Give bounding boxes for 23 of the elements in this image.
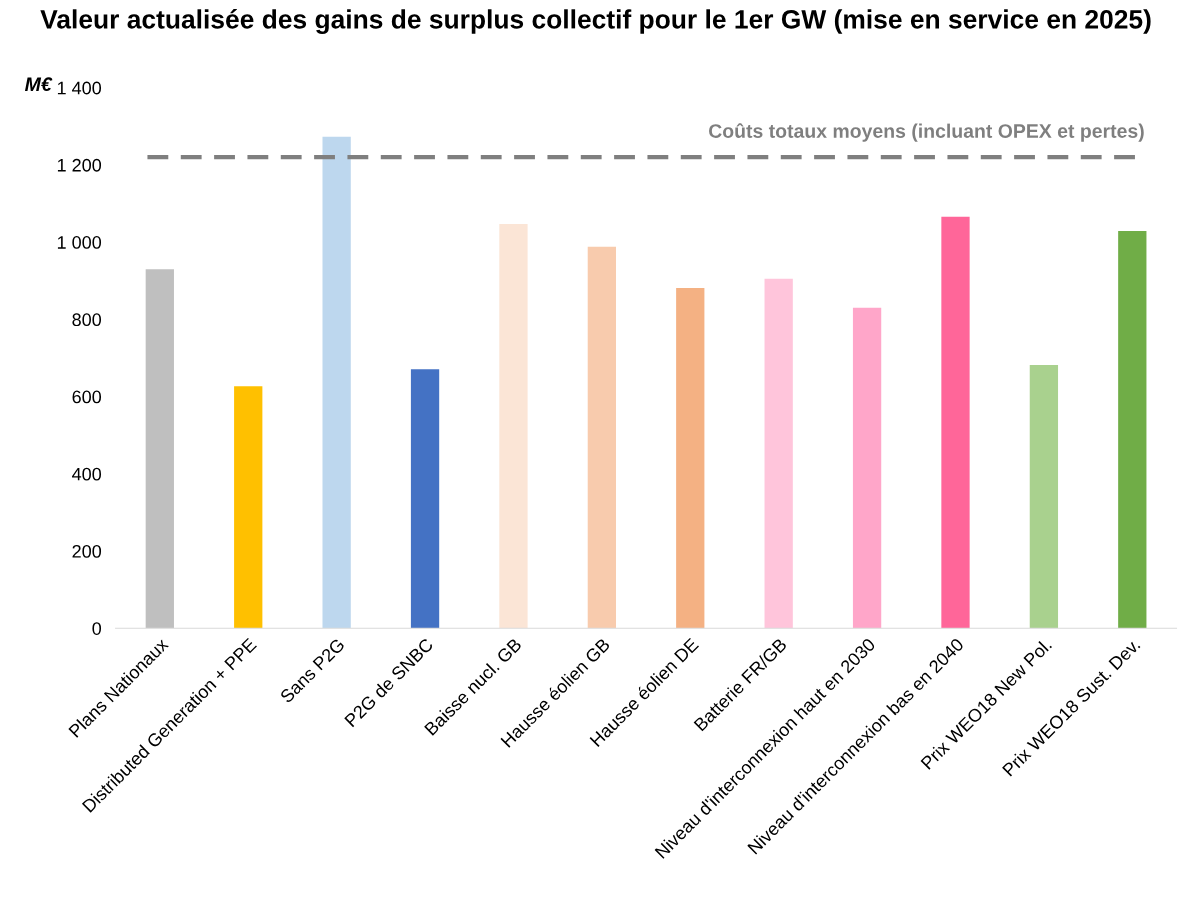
bar — [587, 246, 617, 629]
y-tick-label: 400 — [72, 467, 102, 481]
y-axis-title: M€ — [24, 77, 53, 92]
y-tick-label: 800 — [72, 313, 102, 327]
bar — [1029, 364, 1059, 629]
y-tick-label: 0 — [92, 622, 102, 635]
bar — [764, 278, 793, 629]
bar — [234, 386, 263, 629]
bar — [1118, 230, 1147, 629]
ref-line-label: Coûts totaux moyens (incluant OPEX et pertes) — [709, 123, 1144, 142]
bar — [322, 136, 351, 629]
bar — [499, 223, 528, 629]
y-tick-label: 1 000 — [57, 236, 102, 249]
bar — [676, 288, 705, 629]
y-tick-label: 600 — [72, 390, 102, 404]
bar — [941, 216, 970, 629]
bar — [852, 307, 882, 629]
chart-title: Valeur actualisée des gains de surplus collectif pour le 1er GW (mise en service en 2025) — [40, 9, 1151, 34]
y-tick-label: 200 — [72, 544, 102, 558]
bar — [410, 369, 440, 629]
bar — [145, 269, 174, 629]
y-tick-label: 1 200 — [57, 158, 102, 172]
y-tick-label: 1 400 — [57, 81, 102, 95]
